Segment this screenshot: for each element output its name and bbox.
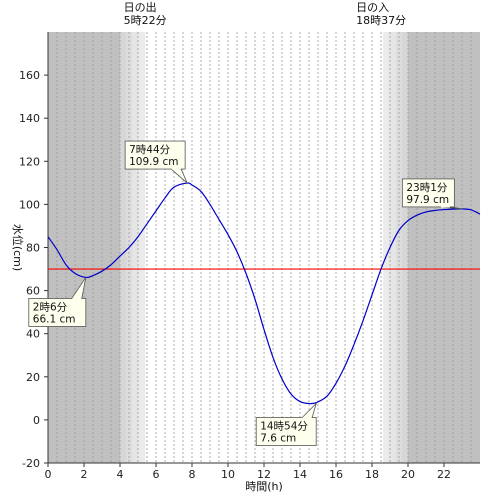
- sunrise-time: 5時22分: [124, 14, 167, 27]
- y-tick-label: 80: [26, 242, 40, 255]
- callout-box: [401, 178, 455, 208]
- y-tick-label: 100: [19, 198, 40, 211]
- callout-time: 7時44分: [129, 144, 171, 156]
- y-tick-label: 0: [33, 414, 40, 427]
- x-tick-label: 20: [401, 468, 415, 481]
- callout-value: 66.1 cm: [33, 313, 76, 325]
- x-axis-label: 時間(h): [245, 480, 283, 493]
- callout-value: 97.9 cm: [406, 194, 449, 206]
- x-tick-label: 6: [153, 468, 160, 481]
- callout-box: [255, 417, 317, 446]
- twilight-shade-morning: [132, 32, 139, 463]
- x-tick-label: 0: [45, 468, 52, 481]
- twilight-shade-evening: [383, 32, 390, 463]
- callout-time: 14時54分: [260, 421, 308, 433]
- x-tick-label: 2: [81, 468, 88, 481]
- callout-time: 2時6分: [33, 301, 68, 313]
- y-tick-label: -20: [22, 457, 40, 470]
- night-shade-evening: [408, 32, 480, 463]
- twilight-shade-evening: [401, 32, 409, 463]
- x-tick-label: 8: [189, 468, 196, 481]
- twilight-shade-morning: [138, 32, 146, 463]
- y-tick-label: 120: [19, 155, 40, 168]
- y-tick-label: 140: [19, 112, 40, 125]
- x-tick-label: 22: [437, 468, 451, 481]
- y-tick-label: 20: [26, 371, 40, 384]
- x-tick-label: 10: [221, 468, 235, 481]
- twilight-shade-evening: [395, 32, 403, 463]
- callout-value: 109.9 cm: [129, 156, 178, 168]
- y-tick-label: 60: [26, 285, 40, 298]
- sunset-time: 18時37分: [356, 14, 406, 27]
- y-axis-label: 水位(cm): [11, 224, 25, 271]
- callout-value: 7.6 cm: [260, 433, 296, 445]
- twilight-shade-morning: [120, 32, 127, 463]
- tide-line: [47, 182, 481, 405]
- callout-box: [124, 140, 186, 170]
- callout-box: [28, 298, 87, 327]
- sunset-label: 日の入: [356, 1, 389, 14]
- night-shade-morning: [48, 32, 120, 463]
- sunrise-label: 日の出: [124, 0, 157, 14]
- x-tick-label: 18: [365, 468, 379, 481]
- x-tick-label: 4: [117, 468, 124, 481]
- callout-time: 23時1分: [406, 182, 448, 194]
- y-tick-label: 40: [26, 328, 40, 341]
- y-tick-label: 160: [19, 69, 40, 82]
- x-tick-label: 12: [257, 468, 271, 481]
- x-tick-label: 16: [329, 468, 343, 481]
- twilight-shade-evening: [389, 32, 397, 463]
- x-tick-label: 14: [293, 468, 307, 481]
